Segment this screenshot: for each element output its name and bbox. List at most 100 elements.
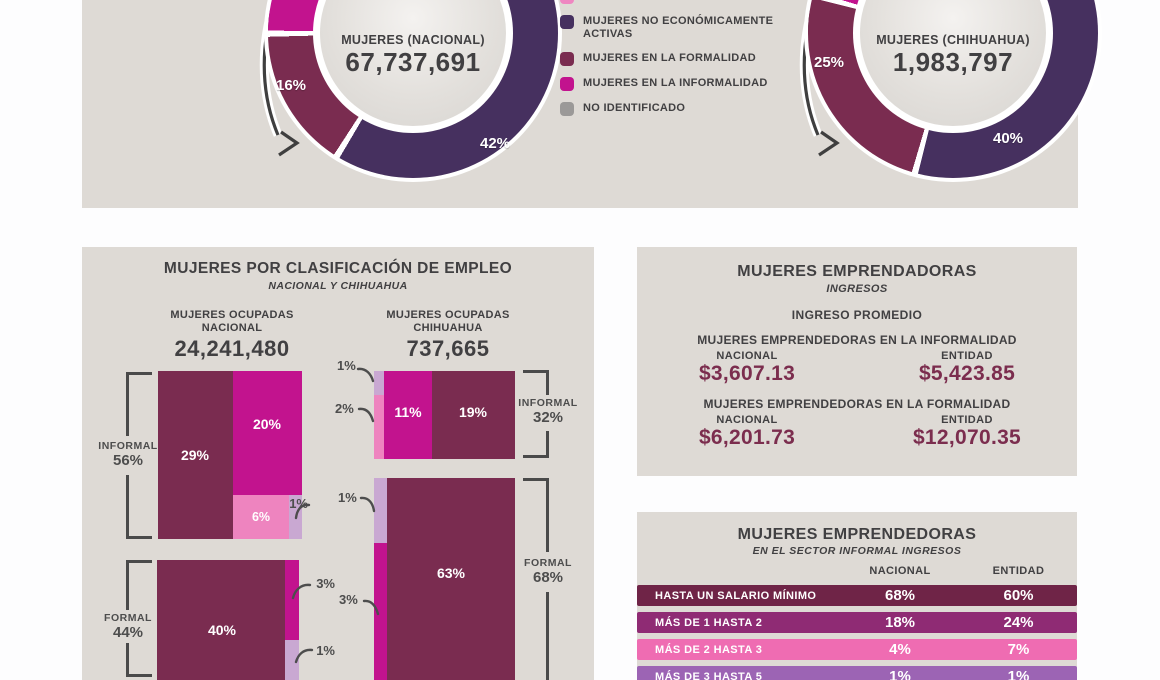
bracket-chihuahua-formal: [546, 592, 549, 680]
informal-income-table-panel: MUJERES EMPRENDEDORAS EN EL SECTOR INFOR…: [637, 512, 1077, 680]
row-nacional-value: 68%: [884, 587, 916, 604]
segment-magenta-20: [233, 371, 302, 495]
donut-national-formalidad-pct: 16%: [276, 77, 307, 94]
bracket-national-informal: [126, 475, 129, 539]
row-nacional-value: 4%: [889, 641, 911, 658]
income-informal-row: NACIONAL $3,607.13 ENTIDAD $5,423.85: [637, 350, 1077, 386]
callout-chihuahua-informal-lavender: 1%: [337, 358, 356, 373]
entidad-value: $5,423.85: [918, 362, 1016, 385]
bracket-chihuahua-informal: [523, 370, 549, 373]
income-formal-nacional: NACIONAL $6,201.73: [637, 414, 857, 450]
chihuahua-occupied-total: 737,665: [406, 336, 490, 361]
bracket-chihuahua-formal: [546, 478, 549, 552]
income-informal-entidad: ENTIDAD $5,423.85: [857, 350, 1077, 386]
row-entidad-value: 24%: [1003, 614, 1034, 631]
donut-chihuahua-total: 1,983,797: [892, 47, 1014, 77]
segment-label-29: 29%: [180, 447, 210, 463]
segment-maroon-19: [432, 371, 515, 459]
table-row: MÁS DE 1 HASTA 2 18% 24%: [637, 612, 1077, 633]
column-header-entidad: ENTIDAD: [992, 565, 1045, 577]
nacional-label: NACIONAL: [716, 350, 778, 362]
formal-label: FORMAL: [524, 557, 572, 569]
informal-pct: 56%: [112, 452, 144, 469]
row-nacional-value: 18%: [884, 614, 916, 631]
segment-pink-2: [374, 395, 384, 459]
legend-swatch-purple-icon: [560, 15, 574, 29]
entidad-label: ENTIDAD: [941, 350, 993, 362]
segment-lavender-1: [285, 640, 299, 680]
bar-national-formal: 40%: [157, 560, 299, 680]
table-header-row: NACIONAL ENTIDAD: [637, 563, 1077, 579]
legend-label: NO IDENTIFICADO: [583, 102, 686, 114]
donut-chihuahua-formalidad-pct: 25%: [814, 54, 845, 71]
income-title: MUJERES EMPRENDADORAS: [737, 263, 977, 280]
row-nacional-value: 1%: [889, 668, 911, 680]
table-title: MUJERES EMPRENDEDORAS: [737, 526, 977, 543]
bracket-national-informal: [126, 372, 152, 375]
bracket-chihuahua-informal: [523, 455, 549, 458]
national-column-header: MUJERES OCUPADAS NACIONAL 24,241,480: [170, 309, 293, 362]
bracket-national-formal: [126, 560, 152, 563]
national-header-line2: NACIONAL: [201, 322, 263, 334]
bracket-national-informal: [126, 372, 129, 436]
income-average-heading: INGRESO PROMEDIO: [791, 308, 923, 322]
informal-label: INFORMAL: [518, 397, 578, 409]
income-formal-entidad: ENTIDAD $12,070.35: [857, 414, 1077, 450]
national-header-line1: MUJERES OCUPADAS: [170, 309, 294, 321]
legend-label: MUJERES NO ECONÓMICAMENTE ACTIVAS: [583, 15, 774, 40]
chihuahua-header-line2: CHIHUAHUA: [413, 322, 483, 334]
income-panel: MUJERES EMPRENDADORAS INGRESOS INGRESO P…: [637, 247, 1077, 476]
bracket-chihuahua-formal: [523, 478, 549, 481]
callout-chihuahua-formal-lavender: 1%: [338, 490, 357, 505]
donut-chihuahua-title: MUJERES (CHIHUAHUA): [876, 33, 1030, 47]
national-formal-label: FORMAL 44%: [104, 612, 152, 641]
chihuahua-informal-label: INFORMAL 32%: [518, 397, 577, 426]
bar-chihuahua-formal: 63%: [374, 478, 515, 680]
bracket-national-formal: [126, 643, 129, 676]
formal-pct: 68%: [532, 569, 564, 586]
income-informal-heading: MUJERES EMPRENDEDORAS EN LA INFORMALIDAD: [697, 333, 1017, 347]
bar-chihuahua-informal: 11% 19%: [374, 371, 515, 459]
segment-lavender-1: [374, 478, 387, 543]
segment-label-19: 19%: [458, 404, 488, 420]
nacional-value: $3,607.13: [698, 362, 796, 385]
row-entidad-value: 1%: [1007, 668, 1030, 680]
employment-subtitle: NACIONAL Y CHIHUAHUA: [268, 280, 408, 292]
segment-maroon-29: [158, 371, 233, 539]
donut-chart-national: MUJERES (NACIONAL) 67,737,691 16% 42%: [268, 0, 558, 178]
row-label: MÁS DE 1 HASTA 2: [655, 616, 763, 629]
segment-maroon-63: [387, 478, 515, 680]
bracket-national-formal: [126, 560, 129, 610]
donut-chart-chihuahua: MUJERES (CHIHUAHUA) 1,983,797 25% 40%: [808, 0, 1098, 178]
bracket-chihuahua-informal: [546, 431, 549, 458]
segment-pink-6: [233, 495, 289, 539]
income-informal-nacional: NACIONAL $3,607.13: [637, 350, 857, 386]
legend-swatch-gray-icon: [560, 102, 574, 116]
callout-national-informal-lavender: 1%: [289, 496, 308, 511]
callout-national-formal-magenta: 3%: [316, 576, 335, 591]
segment-lavender-1: [374, 371, 384, 395]
donut-legend: MUJERES MENORES DE 15 AÑOS MUJERES NO EC…: [560, 0, 778, 116]
entidad-value: $12,070.35: [912, 426, 1022, 449]
bar-national-informal: 29% 20% 6%: [158, 371, 302, 539]
legend-item-no-identificado: NO IDENTIFICADO: [560, 102, 778, 116]
row-label: HASTA UN SALARIO MÍNIMO: [655, 589, 817, 602]
donut-national-title: MUJERES (NACIONAL): [341, 33, 485, 47]
income-formal-row: NACIONAL $6,201.73 ENTIDAD $12,070.35: [637, 414, 1077, 450]
segment-maroon-40: [157, 560, 285, 680]
national-occupied-total: 24,241,480: [174, 336, 290, 361]
segment-magenta-3: [374, 543, 387, 680]
informal-pct: 32%: [532, 409, 564, 426]
income-formal-heading: MUJERES EMPRENDEDORAS EN LA FORMALIDAD: [703, 397, 1011, 411]
donut-national-noactivas-pct: 42%: [480, 135, 511, 152]
nacional-label: NACIONAL: [716, 414, 778, 426]
bracket-chihuahua-informal: [546, 370, 549, 395]
callout-national-formal-lavender: 1%: [316, 643, 335, 658]
legend-swatch-maroon-icon: [560, 52, 574, 66]
row-label: MÁS DE 3 HASTA 5: [655, 670, 763, 680]
bracket-national-informal: [126, 536, 152, 539]
row-label: MÁS DE 2 HASTA 3: [655, 643, 763, 656]
legend-label: MUJERES MENORES DE 15 AÑOS: [583, 0, 778, 3]
segment-label-63: 63%: [436, 565, 466, 581]
